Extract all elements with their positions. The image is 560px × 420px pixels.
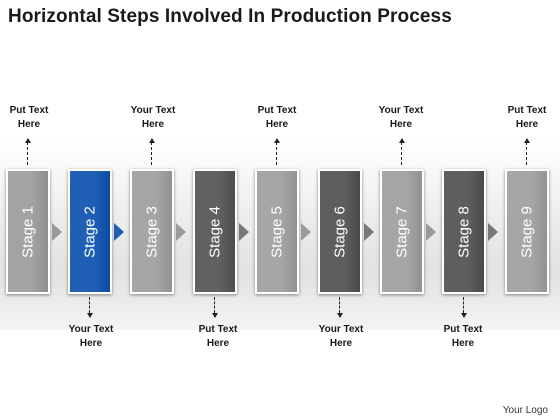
top-text-note: Your Text Here [366, 104, 436, 132]
arrow-down-icon [337, 313, 343, 318]
note-line-1: Put Text [443, 324, 483, 335]
arrow-connector [301, 223, 311, 241]
dashed-connector [214, 297, 215, 313]
note-line-2: Here [141, 119, 165, 130]
stage-label: Stage 4 [206, 205, 224, 258]
stage-label: Stage 1 [19, 205, 37, 258]
stage-box: Stage 8 [442, 169, 486, 294]
stage-box: Stage 5 [255, 169, 299, 294]
stage-box: Stage 2 [68, 169, 112, 294]
note-line-2: Here [206, 338, 230, 349]
note-line-2: Here [329, 338, 353, 349]
note-line-1: Your Text [68, 324, 114, 335]
stage-label: Stage 9 [518, 205, 536, 258]
bottom-text-note: Your Text Here [56, 323, 126, 351]
dashed-connector [151, 142, 152, 165]
note-line-2: Here [79, 338, 103, 349]
arrow-connector [364, 223, 374, 241]
note-line-2: Here [265, 119, 289, 130]
page-title: Horizontal Steps Involved In Production … [8, 6, 452, 27]
arrow-connector [52, 223, 62, 241]
arrow-down-icon [87, 313, 93, 318]
top-text-note: Put Text Here [242, 104, 312, 132]
dashed-connector [27, 142, 28, 165]
stage-box: Stage 4 [193, 169, 237, 294]
top-text-note: Put Text Here [0, 104, 64, 132]
note-line-2: Here [451, 338, 475, 349]
note-line-1: Put Text [9, 105, 49, 116]
dashed-connector [463, 297, 464, 313]
note-line-1: Put Text [507, 105, 547, 116]
logo-text: Your Logo [502, 405, 548, 416]
note-line-2: Here [17, 119, 41, 130]
stage-label: Stage 2 [81, 205, 99, 258]
bottom-text-note: Put Text Here [183, 323, 253, 351]
top-text-note: Your Text Here [118, 104, 188, 132]
dashed-connector [89, 297, 90, 313]
note-line-1: Put Text [257, 105, 297, 116]
stage-label: Stage 6 [331, 205, 349, 258]
note-line-1: Put Text [198, 324, 238, 335]
stage-label: Stage 8 [455, 205, 473, 258]
stage-label: Stage 7 [393, 205, 411, 258]
stage-box: Stage 9 [505, 169, 549, 294]
arrow-connector [488, 223, 498, 241]
note-line-1: Your Text [318, 324, 364, 335]
stage-label: Stage 5 [268, 205, 286, 258]
dashed-connector [276, 142, 277, 165]
top-text-note: Put Text Here [492, 104, 560, 132]
arrow-up-icon [149, 138, 155, 143]
bottom-text-note: Put Text Here [428, 323, 498, 351]
stage-box: Stage 3 [130, 169, 174, 294]
note-line-1: Your Text [130, 105, 176, 116]
stage-box: Stage 7 [380, 169, 424, 294]
arrow-connector [114, 223, 124, 241]
dashed-connector [339, 297, 340, 313]
arrow-up-icon [524, 138, 530, 143]
stage-label: Stage 3 [143, 205, 161, 258]
stage-box: Stage 6 [318, 169, 362, 294]
stage-box: Stage 1 [6, 169, 50, 294]
arrow-up-icon [25, 138, 31, 143]
arrow-down-icon [212, 313, 218, 318]
bottom-text-note: Your Text Here [306, 323, 376, 351]
arrow-down-icon [461, 313, 467, 318]
arrow-connector [239, 223, 249, 241]
note-line-2: Here [389, 119, 413, 130]
arrow-connector [426, 223, 436, 241]
arrow-connector [176, 223, 186, 241]
dashed-connector [526, 142, 527, 165]
arrow-up-icon [399, 138, 405, 143]
dashed-connector [401, 142, 402, 165]
note-line-1: Your Text [378, 105, 424, 116]
arrow-up-icon [274, 138, 280, 143]
note-line-2: Here [515, 119, 539, 130]
